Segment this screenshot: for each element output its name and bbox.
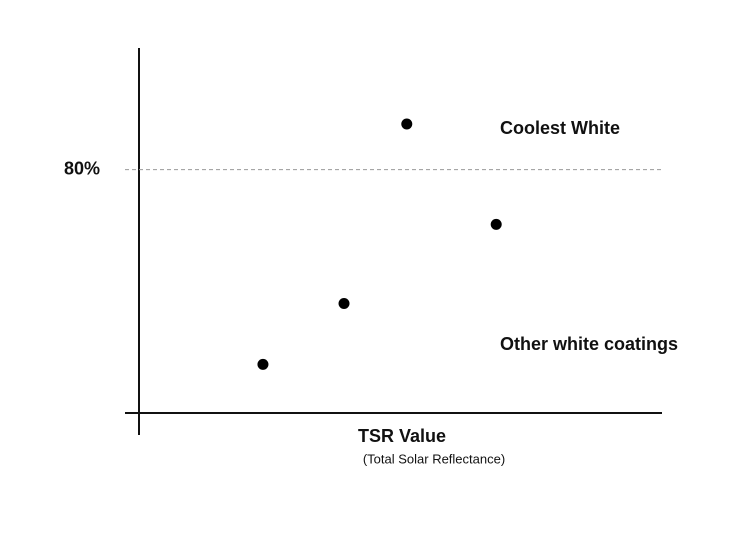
annotation: Coolest White <box>500 118 620 138</box>
point <box>257 358 269 370</box>
annotation: Other white coatings <box>500 334 678 354</box>
x-axis-label: TSR Value <box>358 426 446 446</box>
point <box>490 218 502 230</box>
x-axis-sublabel: (Total Solar Reflectance) <box>363 451 505 466</box>
y-tick-label: 80% <box>64 158 100 178</box>
point <box>401 118 413 130</box>
point <box>338 298 350 309</box>
